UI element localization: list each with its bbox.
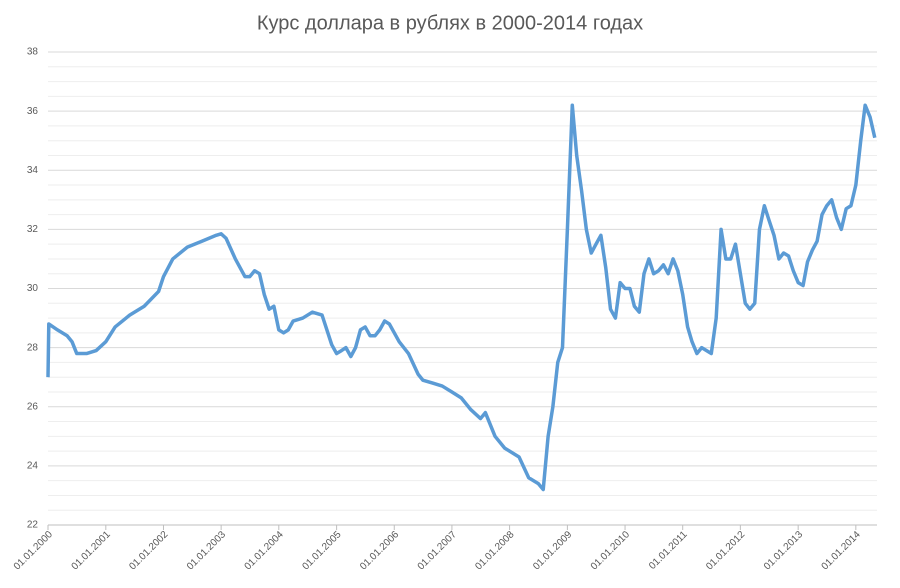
- x-tick-label: 01.01.2002: [127, 529, 170, 572]
- x-tick-label: 01.01.2005: [300, 529, 343, 572]
- chart-title: Курс доллара в рублях в 2000-2014 годах: [257, 12, 643, 34]
- y-tick-label: 26: [27, 401, 39, 412]
- x-tick-label: 01.01.2013: [762, 529, 805, 572]
- x-tick-label: 01.01.2004: [243, 529, 286, 572]
- x-tick-label: 01.01.2014: [820, 529, 863, 572]
- x-tick-label: 01.01.2006: [358, 529, 401, 572]
- x-tick-label: 01.01.2003: [185, 529, 228, 572]
- x-tick-label: 01.01.2001: [70, 529, 113, 572]
- y-tick-label: 24: [27, 461, 39, 472]
- x-tick-label: 01.01.2011: [647, 529, 690, 572]
- x-tick-label: 01.01.2009: [531, 529, 574, 572]
- x-tick-label: 01.01.2010: [589, 529, 632, 572]
- y-tick-label: 28: [27, 342, 39, 353]
- x-tick-label: 01.01.2008: [473, 529, 516, 572]
- y-tick-label: 32: [27, 224, 39, 235]
- y-tick-label: 30: [27, 283, 39, 294]
- y-tick-label: 38: [27, 47, 39, 58]
- y-tick-label: 22: [27, 520, 39, 531]
- x-tick-label: 01.01.2000: [12, 529, 55, 572]
- x-tick-label: 01.01.2012: [704, 529, 747, 572]
- line-series: [46, 103, 877, 492]
- y-tick-label: 34: [27, 165, 39, 176]
- x-tick-label: 01.01.2007: [416, 529, 459, 572]
- y-tick-label: 36: [27, 106, 39, 117]
